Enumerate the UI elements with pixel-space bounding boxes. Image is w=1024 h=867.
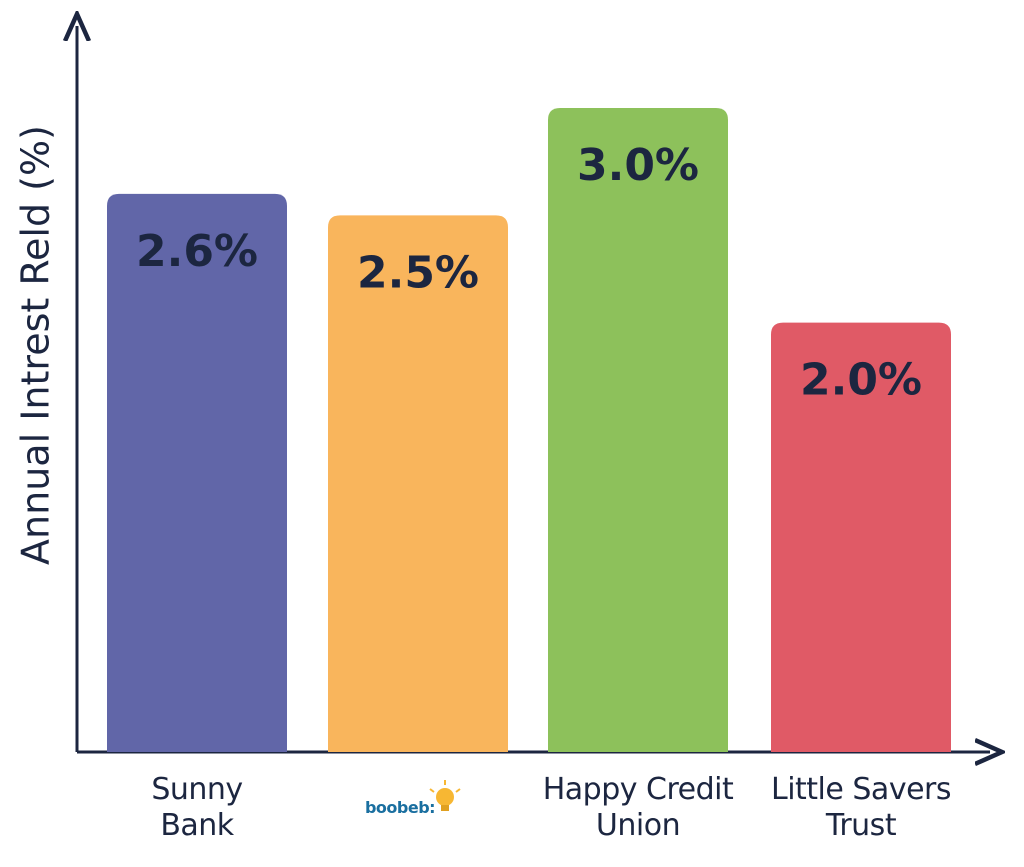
bar xyxy=(107,193,287,752)
x-tick-label: Sunny Bank xyxy=(151,772,243,843)
value-label: 2.5% xyxy=(357,247,479,298)
value-label: 3.0% xyxy=(577,140,699,191)
value-label: 2.0% xyxy=(800,355,922,406)
bar xyxy=(328,215,508,753)
bulb-icon xyxy=(429,780,461,811)
bar xyxy=(771,322,951,752)
bar xyxy=(548,108,728,752)
x-tick-label: Little Savers Trust xyxy=(770,772,952,843)
x-tick-label: Happy Credit Union xyxy=(542,772,734,843)
y-axis-label: Annual Intrest Reld (%) xyxy=(14,125,58,565)
value-label: 2.6% xyxy=(136,226,258,277)
x-tick-label: boobeb: xyxy=(364,798,436,817)
